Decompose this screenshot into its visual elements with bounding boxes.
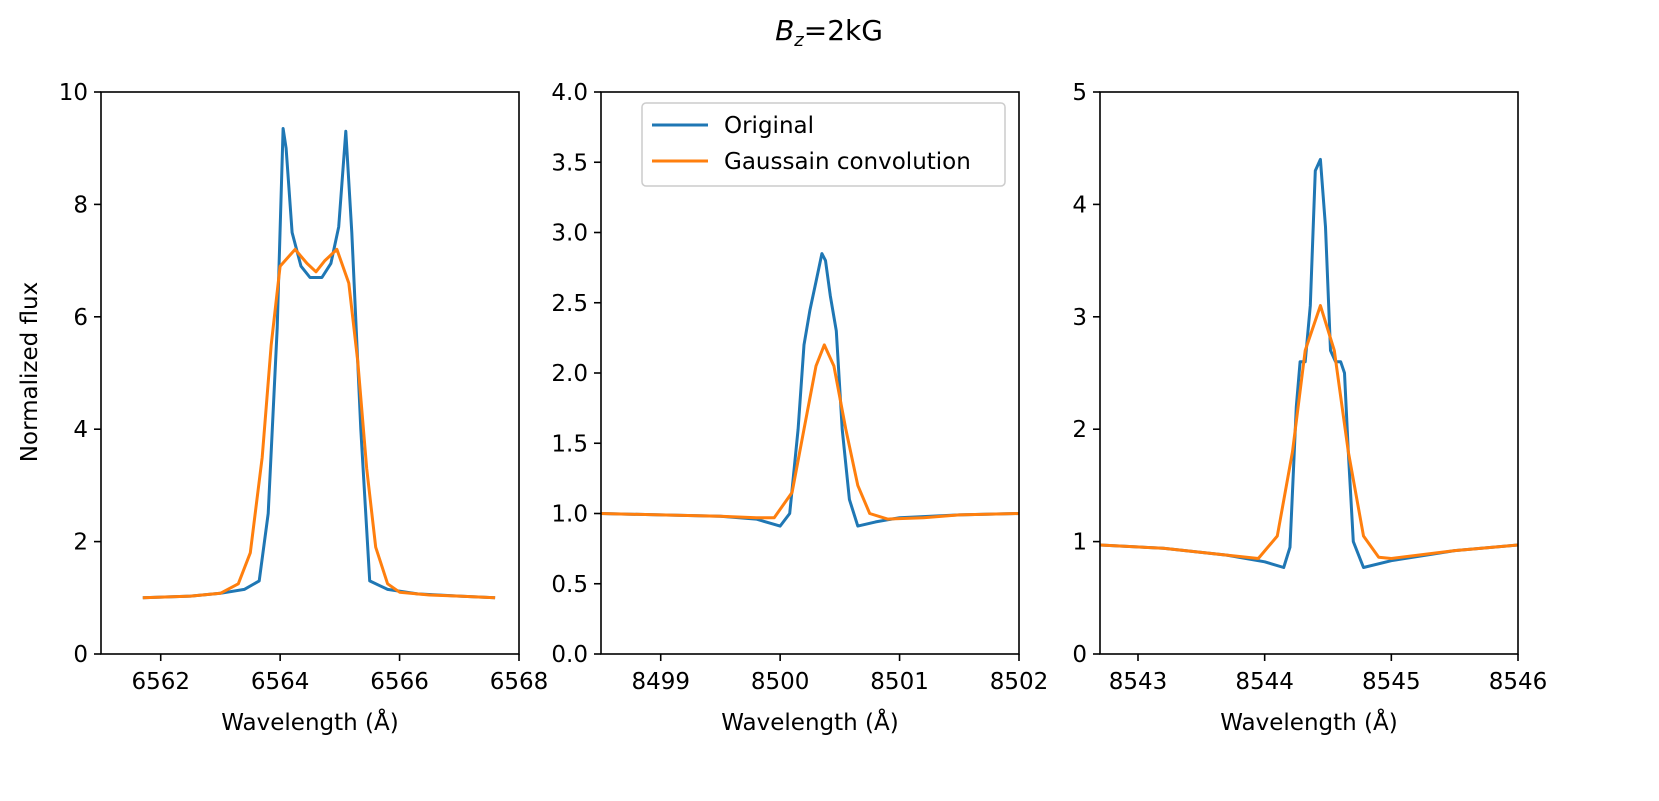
lines-group: [600, 252, 1020, 528]
series-line-original: [600, 252, 1020, 528]
y-tick-label: 3.5: [551, 150, 588, 176]
panel-halpha: Normalized flux Wavelength (Å) 6562 6564 6…: [17, 80, 548, 736]
x-axis-label: Wavelength (Å): [1220, 708, 1397, 736]
y-tick-label: 1: [1072, 530, 1087, 556]
y-tick-label: 6: [73, 305, 88, 331]
suptitle-base: B: [775, 14, 794, 47]
y-tick-label: 1.5: [551, 431, 588, 457]
legend-label-original: Original: [724, 113, 814, 139]
y-tick-label: 2: [1072, 417, 1087, 443]
y-tick-label: 4: [73, 417, 88, 443]
x-tick-label: 8502: [990, 669, 1049, 695]
y-tick-label: 2.0: [551, 361, 588, 387]
y-tick-label: 0: [1072, 642, 1087, 668]
y-tick-label: 0: [73, 642, 88, 668]
y-tick-label: 0.0: [551, 642, 588, 668]
y-tick-label: 10: [59, 80, 88, 106]
ticks-group: 6562 6564 6566 6568 0 2 4 6 8 10: [59, 80, 549, 695]
legend: Original Gaussain convolution: [641, 102, 1006, 187]
axes-frame: [100, 91, 520, 655]
x-tick-label: 8501: [870, 669, 929, 695]
lines-group: [142, 127, 496, 600]
x-axis-label: Wavelength (Å): [721, 708, 898, 736]
x-tick-label: 8545: [1362, 669, 1421, 695]
x-tick-label: 8499: [631, 669, 690, 695]
x-tick-label: 8543: [1109, 669, 1168, 695]
y-tick-label: 8: [73, 192, 88, 218]
legend-label-gaussian: Gaussain convolution: [724, 149, 971, 175]
x-tick-label: 6566: [370, 669, 429, 695]
x-tick-label: 8500: [751, 669, 810, 695]
y-tick-label: 2: [73, 530, 88, 556]
series-line-gaussian: [142, 247, 496, 600]
series-line-gaussian: [600, 343, 1020, 521]
y-tick-label: 4: [1072, 192, 1087, 218]
series-line-original: [142, 127, 496, 600]
x-tick-label: 6564: [251, 669, 310, 695]
suptitle-rest: =2kG: [804, 14, 883, 47]
series-line-gaussian: [1099, 304, 1519, 560]
y-tick-label: 0.5: [551, 572, 588, 598]
ticks-group: 8499 8500 8501 8502 0.0 0.5 1.0 1.5 2.0 2.5 3.0 3.5…: [551, 80, 1048, 695]
x-tick-label: 8544: [1235, 669, 1294, 695]
y-tick-label: 1.0: [551, 502, 588, 528]
lines-group: [1099, 157, 1519, 569]
y-tick-label: 4.0: [551, 80, 588, 106]
axes-frame: [1099, 91, 1519, 655]
y-tick-label: 5: [1072, 80, 1087, 106]
axes-frame: [600, 91, 1020, 655]
y-tick-label: 3: [1072, 305, 1087, 331]
legend-box: [641, 102, 1006, 187]
panel-ca-8500: Wavelength (Å) 8499 8500 8501 8502 0.0 0.5 1.0…: [551, 80, 1048, 736]
x-axis-label: Wavelength (Å): [221, 708, 398, 736]
y-tick-label: 2.5: [551, 291, 588, 317]
x-tick-label: 6562: [131, 669, 190, 695]
x-tick-label: 8546: [1489, 669, 1548, 695]
x-tick-label: 6568: [490, 669, 549, 695]
panel-ca-8544: Wavelength (Å) 8543 8544 8545 8546 0 1 2 3 4 5: [1072, 80, 1547, 736]
series-line-original: [1099, 157, 1519, 569]
y-axis-label: Normalized flux: [17, 282, 43, 462]
suptitle: Bz=2kG: [775, 14, 883, 51]
suptitle-subscript: z: [793, 30, 804, 51]
ticks-group: 8543 8544 8545 8546 0 1 2 3 4 5: [1072, 80, 1547, 695]
y-tick-label: 3.0: [551, 221, 588, 247]
